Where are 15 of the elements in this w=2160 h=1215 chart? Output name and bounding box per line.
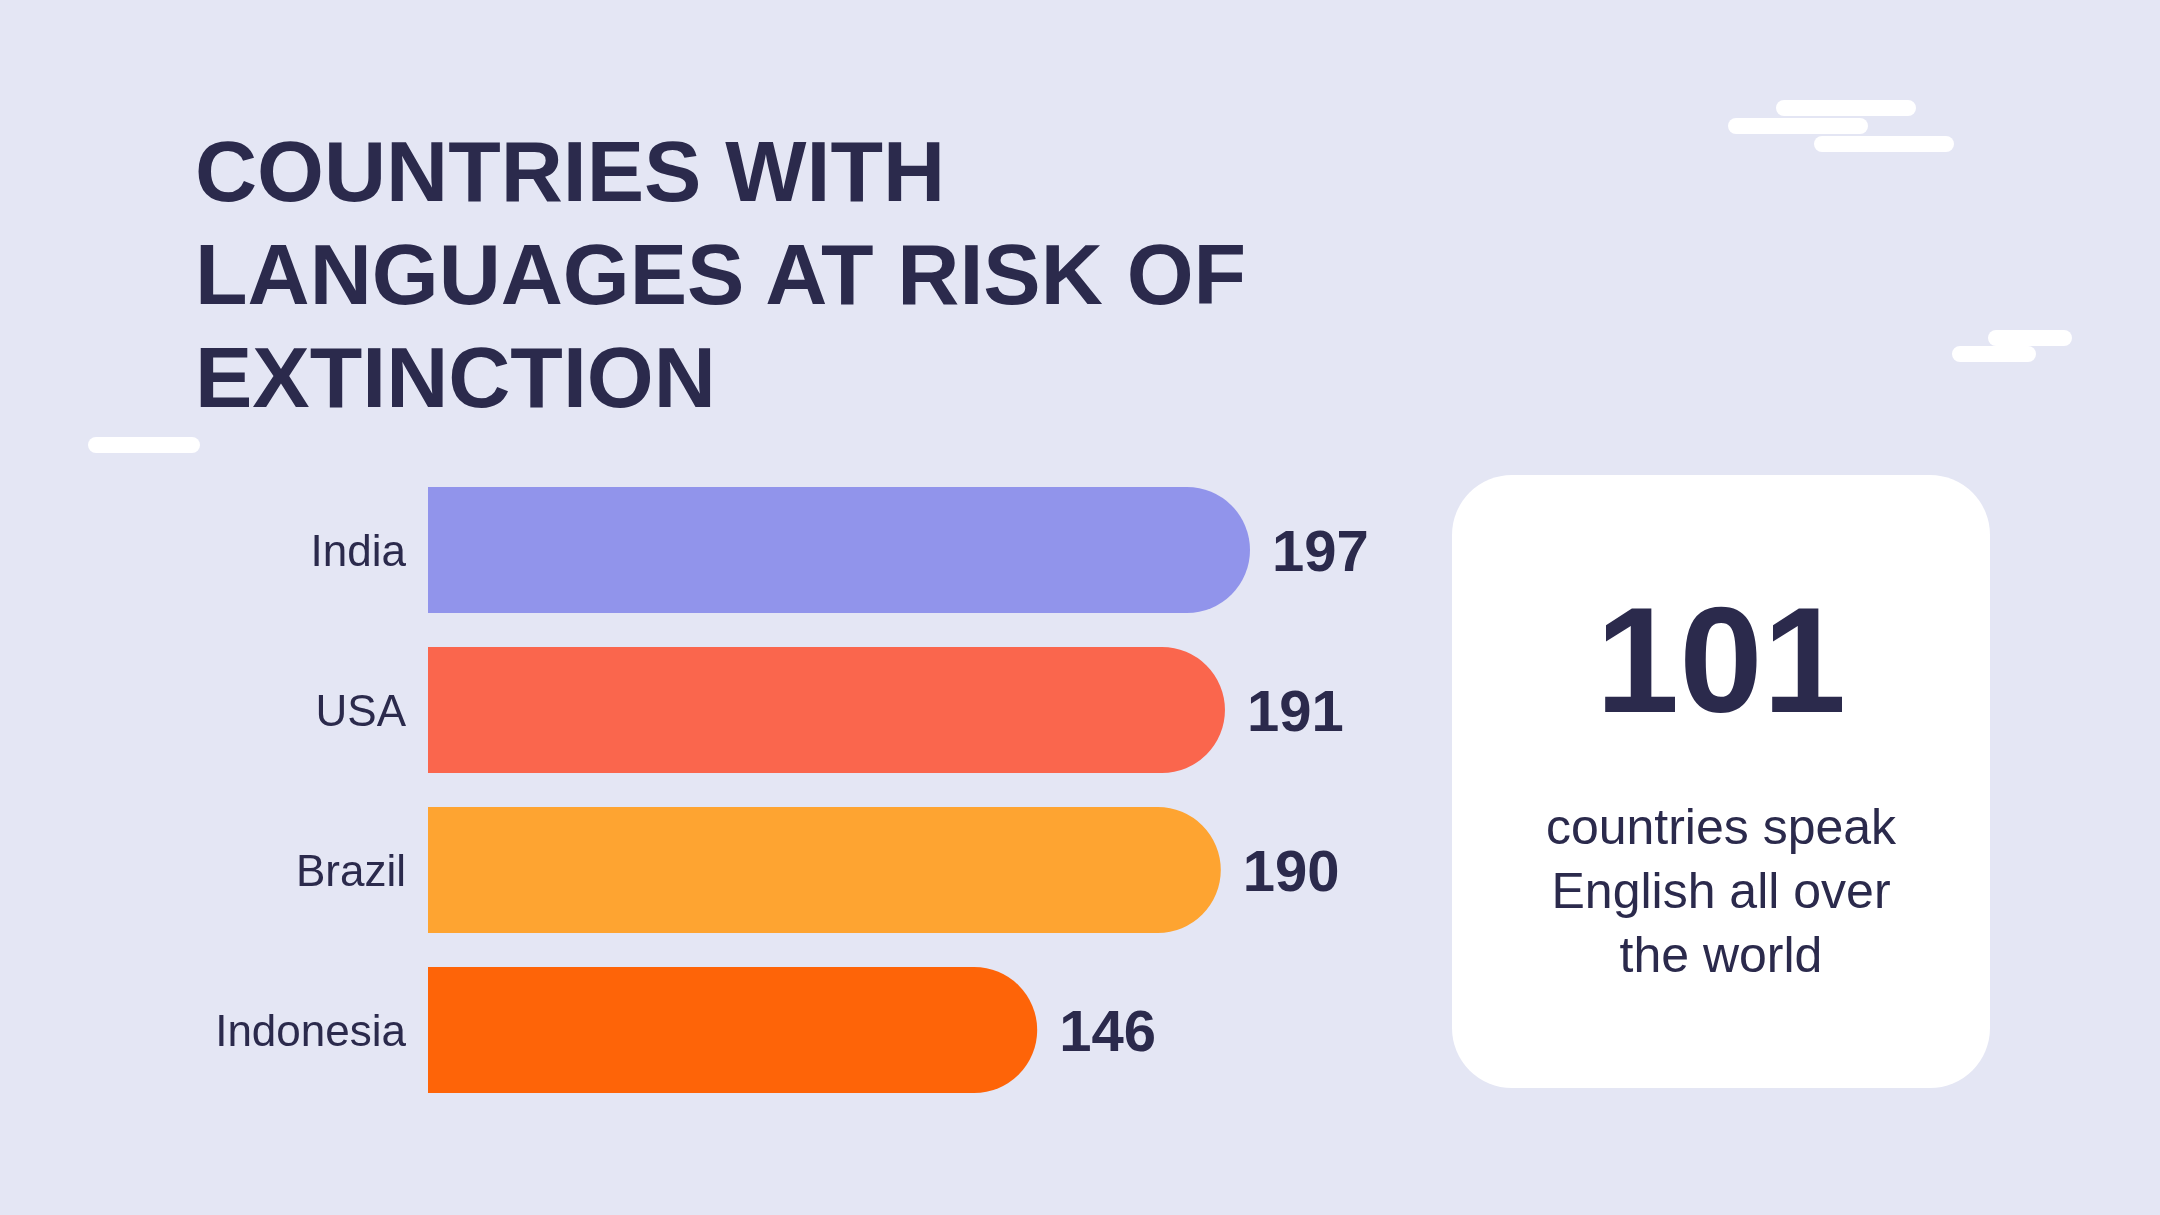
data-label: 197 bbox=[1272, 517, 1369, 583]
data-label: 146 bbox=[1059, 997, 1156, 1063]
text: countries speak English all over the world bbox=[1544, 798, 1898, 985]
bar bbox=[428, 967, 1038, 1093]
text: 101 bbox=[1594, 576, 1848, 744]
data-label: 190 bbox=[1242, 837, 1340, 903]
data-label: 191 bbox=[1246, 677, 1344, 743]
chart-title: COUNTRIES WITH LANGUAGES AT RISK OF EXTINCTION bbox=[195, 122, 1248, 428]
y-tick-label: Brazil bbox=[295, 845, 406, 895]
bar bbox=[428, 647, 1225, 773]
bar bbox=[428, 807, 1221, 933]
y-tick-label: India bbox=[310, 525, 407, 575]
bar bbox=[428, 487, 1250, 613]
y-tick-label: USA bbox=[315, 685, 407, 735]
y-tick-label: Indonesia bbox=[215, 1005, 407, 1055]
